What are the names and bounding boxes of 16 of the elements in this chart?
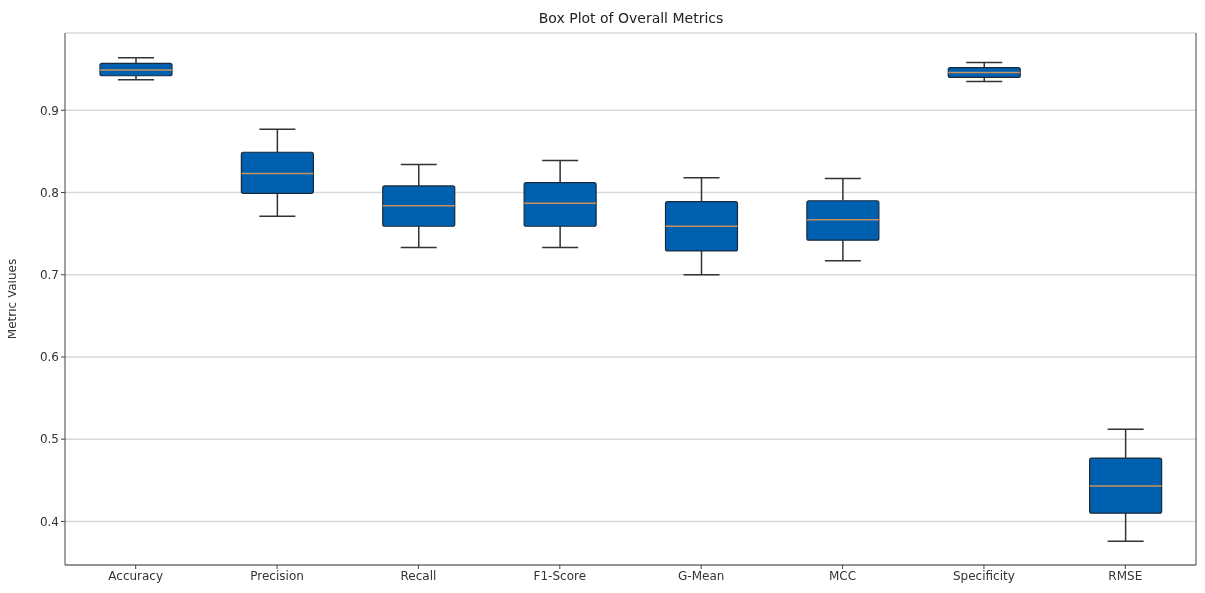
y-axis-title: Metric Values	[5, 258, 20, 340]
x-tick-label: RMSE	[1108, 568, 1143, 583]
x-tick-label: Recall	[400, 568, 437, 583]
y-tick-label: 0.5	[39, 432, 59, 447]
x-tick-label: Precision	[250, 568, 304, 583]
y-tick-label: 0.4	[39, 514, 59, 529]
x-tick-label: F1-Score	[533, 568, 587, 583]
y-tick-label: 0.7	[39, 268, 59, 282]
y-tick-label: 0.9	[39, 103, 59, 118]
x-tick-label: Accuracy	[108, 568, 164, 583]
y-tick-label: 0.6	[39, 350, 59, 365]
x-tick-label: G-Mean	[678, 568, 725, 583]
y-tick-label: 0.8	[39, 185, 59, 200]
x-tick-label: MCC	[829, 568, 857, 583]
x-tick-label: Specificity	[953, 568, 1015, 583]
chart-title: Box Plot of Overall Metrics	[537, 10, 725, 26]
